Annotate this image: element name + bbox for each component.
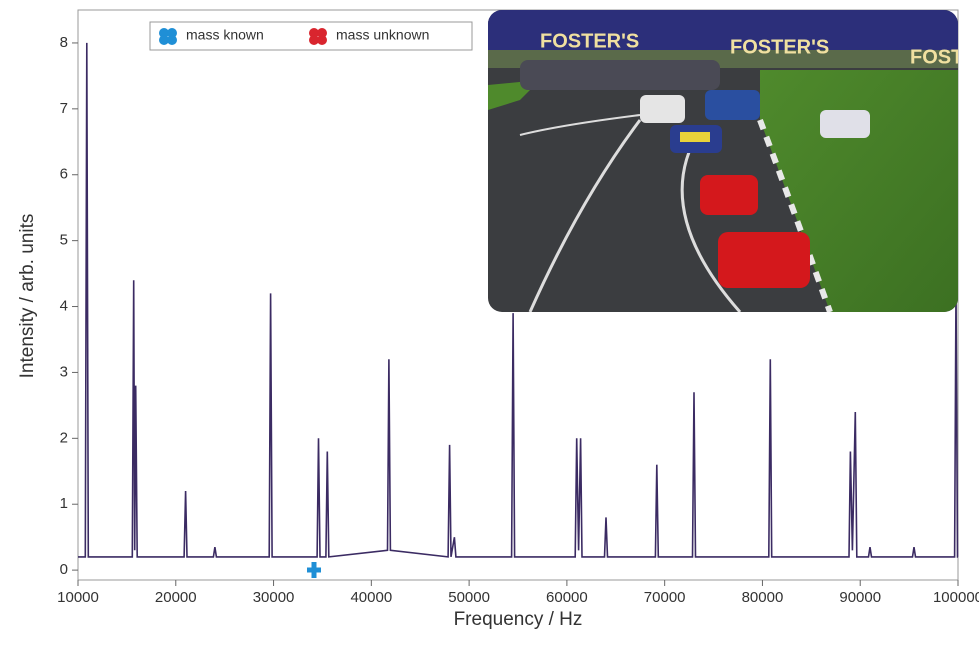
legend: mass known mass unknown — [159, 27, 429, 45]
x-tick-label: 80000 — [742, 589, 784, 606]
y-axis-label: Intensity / arb. units — [17, 214, 38, 379]
spectrum-line — [78, 42, 959, 558]
y-tick-label: 6 — [60, 166, 68, 183]
x-tick-label: 90000 — [839, 589, 881, 606]
y-tick-label: 4 — [60, 298, 68, 315]
banner-text: FOSTER'S — [540, 30, 639, 52]
legend-label: mass known — [186, 27, 264, 43]
x-tick-label: 100000 — [933, 589, 979, 606]
inset-photo: FOSTER'S FOSTER'S FOSTER'S — [488, 10, 979, 312]
x-tick-label: 40000 — [350, 589, 392, 606]
plot-area: 0 1 2 3 4 5 6 7 8 10000 20000 30000 40000 50000 60000 7… — [57, 9, 979, 606]
x-tick-label: 50000 — [448, 589, 490, 606]
x-tick-label: 60000 — [546, 589, 588, 606]
banner-text: FOSTER'S — [910, 46, 979, 68]
legend-marker — [317, 28, 327, 38]
legend-marker — [317, 35, 327, 45]
legend-marker — [309, 35, 319, 45]
legend-marker — [167, 28, 177, 38]
x-tick-label: 20000 — [155, 589, 197, 606]
y-tick-label: 0 — [60, 561, 68, 578]
x-axis-label: Frequency / Hz — [454, 609, 583, 630]
legend-marker — [159, 35, 169, 45]
y-tick-label: 2 — [60, 429, 68, 446]
banner-text: FOSTER'S — [730, 36, 829, 58]
y-tick-label: 5 — [60, 232, 68, 249]
x-tick-label: 70000 — [644, 589, 686, 606]
y-tick-label: 8 — [60, 34, 68, 51]
legend-marker — [159, 28, 169, 38]
reference-marker — [307, 562, 321, 578]
legend-marker — [167, 35, 177, 45]
y-tick-label: 1 — [60, 495, 68, 512]
x-tick-label: 10000 — [57, 589, 99, 606]
x-tick-label: 30000 — [253, 589, 295, 606]
y-tick-label: 3 — [60, 363, 68, 380]
legend-label: mass unknown — [336, 27, 429, 43]
legend-marker — [309, 28, 319, 38]
y-tick-label: 7 — [60, 100, 68, 117]
